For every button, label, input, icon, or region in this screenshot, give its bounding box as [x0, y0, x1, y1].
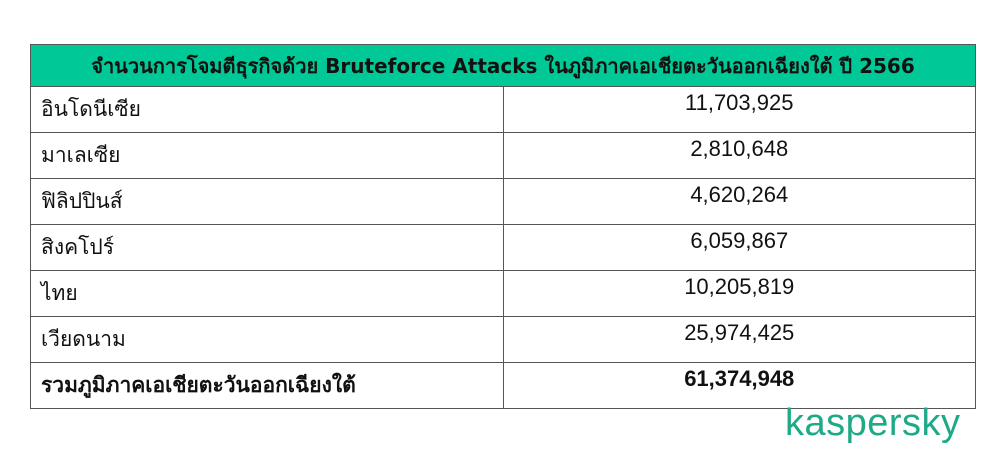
country-cell: สิงคโปร์ [30, 224, 504, 271]
table-row: เวียดนาม 25,974,425 [30, 316, 976, 363]
value-cell: 11,703,925 [502, 86, 976, 133]
table-row: สิงคโปร์ 6,059,867 [30, 224, 976, 271]
value-cell: 6,059,867 [502, 224, 976, 271]
country-cell: ไทย [30, 270, 504, 317]
value-cell: 25,974,425 [502, 316, 976, 363]
total-value: 61,374,948 [502, 362, 976, 409]
kaspersky-logo: kaspersky [785, 402, 961, 444]
table-title: จำนวนการโจมตีธุรกิจด้วย Bruteforce Attac… [30, 44, 976, 87]
country-cell: เวียดนาม [30, 316, 504, 363]
country-cell: ฟิลิปปินส์ [30, 178, 504, 225]
table-row: ฟิลิปปินส์ 4,620,264 [30, 178, 976, 225]
attacks-table: จำนวนการโจมตีธุรกิจด้วย Bruteforce Attac… [30, 44, 976, 409]
table-row: มาเลเซีย 2,810,648 [30, 132, 976, 179]
total-label: รวมภูมิภาคเอเชียตะวันออกเฉียงใต้ [30, 362, 504, 409]
table-row: อินโดนีเซีย 11,703,925 [30, 86, 976, 133]
value-cell: 10,205,819 [502, 270, 976, 317]
country-cell: มาเลเซีย [30, 132, 504, 179]
value-cell: 4,620,264 [502, 178, 976, 225]
country-cell: อินโดนีเซีย [30, 86, 504, 133]
table-row: ไทย 10,205,819 [30, 270, 976, 317]
value-cell: 2,810,648 [502, 132, 976, 179]
total-row: รวมภูมิภาคเอเชียตะวันออกเฉียงใต้ 61,374,9… [30, 362, 976, 409]
